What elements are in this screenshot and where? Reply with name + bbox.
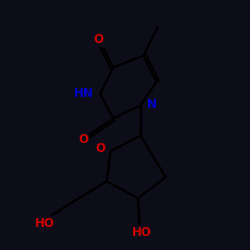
Text: HO: HO [132, 226, 152, 239]
Text: N: N [147, 98, 157, 110]
Text: HN: HN [74, 87, 94, 100]
Text: HO: HO [35, 217, 55, 230]
Text: O: O [95, 142, 105, 155]
Text: O: O [78, 133, 88, 146]
Text: O: O [94, 34, 104, 46]
